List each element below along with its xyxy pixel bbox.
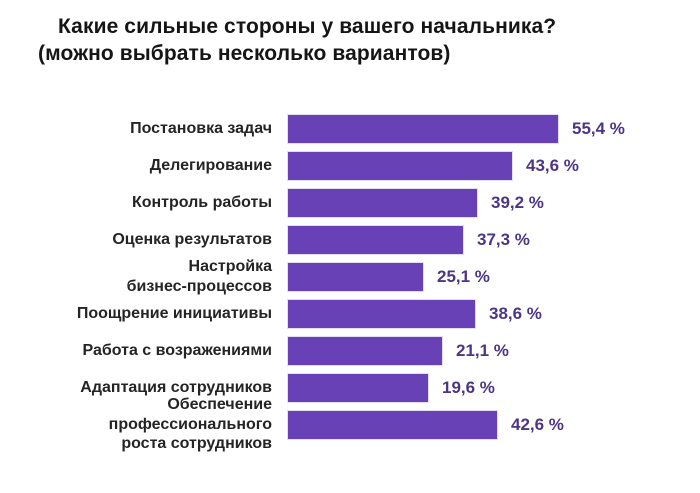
category-label: Обеспечение профессионального роста сотр… [108, 396, 272, 453]
value-label: 43,6 % [526, 155, 579, 175]
bar [288, 225, 463, 254]
bar [288, 336, 442, 365]
bar-track: 21,1 % [288, 336, 700, 365]
value-label: 37,3 % [477, 229, 530, 249]
bar [288, 299, 475, 328]
category-label: Постановка задач [130, 119, 272, 137]
category-label: Адаптация сотрудников [80, 378, 272, 396]
bar-row: Настройка бизнес-процессов 25,1 % [0, 258, 700, 295]
bar-row: Работа с возражениями 21,1 % [0, 332, 700, 369]
value-label: 39,2 % [491, 192, 544, 212]
bar-row: Делегирование 43,6 % [0, 147, 700, 184]
bar-track: 19,6 % [288, 373, 700, 402]
bar-row: Обеспечение профессионального роста сотр… [0, 396, 700, 452]
bar-track: 25,1 % [288, 262, 700, 291]
value-label: 19,6 % [442, 377, 495, 397]
value-label: 42,6 % [511, 414, 564, 434]
bar [288, 373, 428, 402]
bar-track: 39,2 % [288, 188, 700, 217]
bar-row: Постановка задач 55,4 % [0, 110, 700, 147]
bar-row: Поощрение инициативы 38,6 % [0, 295, 700, 332]
value-label: 55,4 % [572, 118, 625, 138]
category-label: Оценка результатов [112, 230, 272, 248]
chart-title-line1: Какие сильные стороны у вашего начальник… [58, 15, 557, 38]
bar-track: 37,3 % [288, 225, 700, 254]
bar [288, 410, 497, 439]
value-label: 25,1 % [437, 266, 490, 286]
bar-row: Контроль работы 39,2 % [0, 184, 700, 221]
category-label: Работа с возражениями [82, 341, 273, 359]
bar-track: 55,4 % [288, 114, 700, 143]
bar-row: Адаптация сотрудников 19,6 % [0, 369, 700, 406]
value-label: 21,1 % [456, 340, 509, 360]
bar-chart-area: Постановка задач 55,4 % Делегирование 43… [0, 110, 700, 452]
chart-title-line2: (можно выбрать несколько вариантов) [38, 42, 451, 65]
category-label: Поощрение инициативы [76, 304, 272, 322]
bar [288, 151, 512, 180]
bar [288, 262, 423, 291]
bar-row: Оценка результатов 37,3 % [0, 221, 700, 258]
bar-track: 42,6 % [288, 410, 700, 439]
bar-track: 43,6 % [288, 151, 700, 180]
bar [288, 114, 558, 143]
bar-track: 38,6 % [288, 299, 700, 328]
bar [288, 188, 477, 217]
category-label: Делегирование [149, 156, 272, 174]
category-label: Настройка бизнес-процессов [126, 257, 272, 295]
chart-title: Какие сильные стороны у вашего начальник… [0, 0, 700, 67]
category-label: Контроль работы [131, 193, 272, 211]
value-label: 38,6 % [489, 303, 542, 323]
